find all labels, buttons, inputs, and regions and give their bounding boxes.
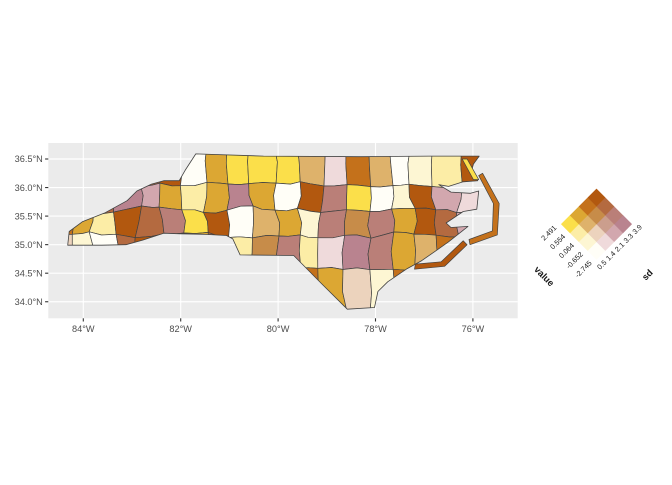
- county-polygon: [273, 181, 302, 212]
- x-tick-label: 76°W: [462, 324, 485, 334]
- county-polygon: [342, 267, 372, 310]
- core-banks: [414, 240, 468, 270]
- county-polygon: [367, 231, 395, 271]
- county-polygon: [320, 184, 348, 213]
- axis-labels: 84°W 82°W 80°W 78°W 76°W 36.5°N 36.0°N 35.5°N 35…: [15, 154, 485, 334]
- y-tick-label: 34.5°N: [15, 268, 43, 278]
- legend-sd-title: sd: [640, 267, 655, 282]
- county-polygon: [317, 234, 346, 270]
- legend-value-title: value: [532, 264, 556, 288]
- y-tick-label: 34.0°N: [15, 297, 43, 307]
- bivariate-legend: -2.745-0.6520.0640.5542.4910.51.42.13.33…: [532, 188, 655, 288]
- county-polygon: [390, 231, 416, 271]
- county-polygon: [203, 181, 230, 214]
- county-polygon: [346, 184, 372, 212]
- outer-banks: [468, 172, 500, 246]
- y-tick-label: 35.0°N: [15, 240, 43, 250]
- state-outline: [67, 153, 480, 310]
- axis-ticks: [45, 158, 474, 322]
- legend-sd-break-label: 3.9: [630, 223, 643, 236]
- currituck-banks: [461, 158, 480, 180]
- y-tick-label: 36.0°N: [15, 183, 43, 193]
- x-tick-label: 80°W: [267, 324, 290, 334]
- y-tick-label: 35.5°N: [15, 211, 43, 221]
- x-tick-label: 84°W: [72, 324, 95, 334]
- county-polygon: [317, 209, 347, 239]
- county-polygon: [344, 209, 372, 239]
- x-tick-label: 82°W: [169, 324, 192, 334]
- county-polygon: [369, 185, 395, 212]
- county-polygon: [413, 207, 437, 236]
- y-tick-label: 36.5°N: [15, 154, 43, 164]
- county-polygon: [391, 208, 418, 235]
- x-tick-label: 78°W: [364, 324, 387, 334]
- county-polygon: [341, 234, 372, 271]
- county-polygon: [180, 181, 208, 213]
- county-polygon: [158, 182, 183, 211]
- county-polygon: [226, 205, 254, 239]
- county-polygon: [297, 181, 325, 213]
- county-polygon: [298, 234, 319, 269]
